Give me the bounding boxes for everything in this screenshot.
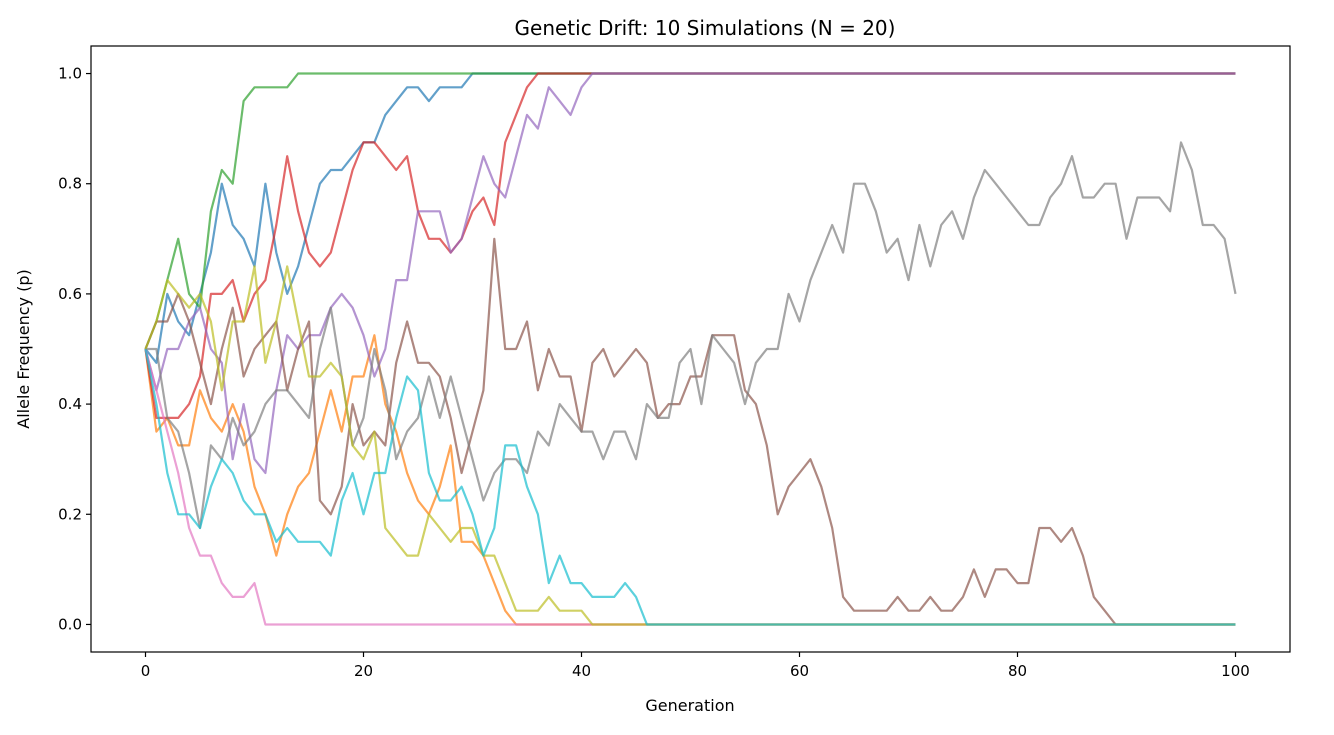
y-tick-label: 1.0 <box>58 65 82 83</box>
y-tick-label: 0.8 <box>58 175 82 193</box>
series-lines <box>144 72 1237 626</box>
x-tick-label: 60 <box>790 662 809 680</box>
series-line-4 <box>144 72 1236 419</box>
y-tick-label: 0.6 <box>58 285 82 303</box>
y-tick-label: 0.4 <box>58 395 82 413</box>
series-line-5 <box>144 72 1236 475</box>
x-tick-label: 40 <box>572 662 591 680</box>
y-tick-label: 0.2 <box>58 505 82 523</box>
x-axis-label: Generation <box>645 696 734 715</box>
x-tick-label: 80 <box>1008 662 1027 680</box>
plot-frame <box>90 45 1291 653</box>
y-tick-label: 0.0 <box>58 615 82 633</box>
series-line-1 <box>144 72 1236 364</box>
chart-title: Genetic Drift: 10 Simulations (N = 20) <box>515 16 896 40</box>
series-line-9 <box>144 265 1236 626</box>
x-axis-ticks: 0 20 40 60 80 100 <box>141 652 1250 680</box>
y-axis-ticks: 0.0 0.2 0.4 0.6 0.8 1.0 <box>58 65 91 633</box>
x-tick-label: 20 <box>354 662 373 680</box>
series-line-3 <box>144 72 1236 350</box>
y-axis-label: Allele Frequency (p) <box>14 269 33 428</box>
x-tick-label: 100 <box>1221 662 1250 680</box>
series-line-6 <box>144 237 1236 626</box>
series-line-8 <box>145 141 1237 530</box>
series-line-10 <box>144 348 1236 626</box>
series-line-7 <box>144 348 1236 626</box>
x-tick-label: 0 <box>141 662 151 680</box>
